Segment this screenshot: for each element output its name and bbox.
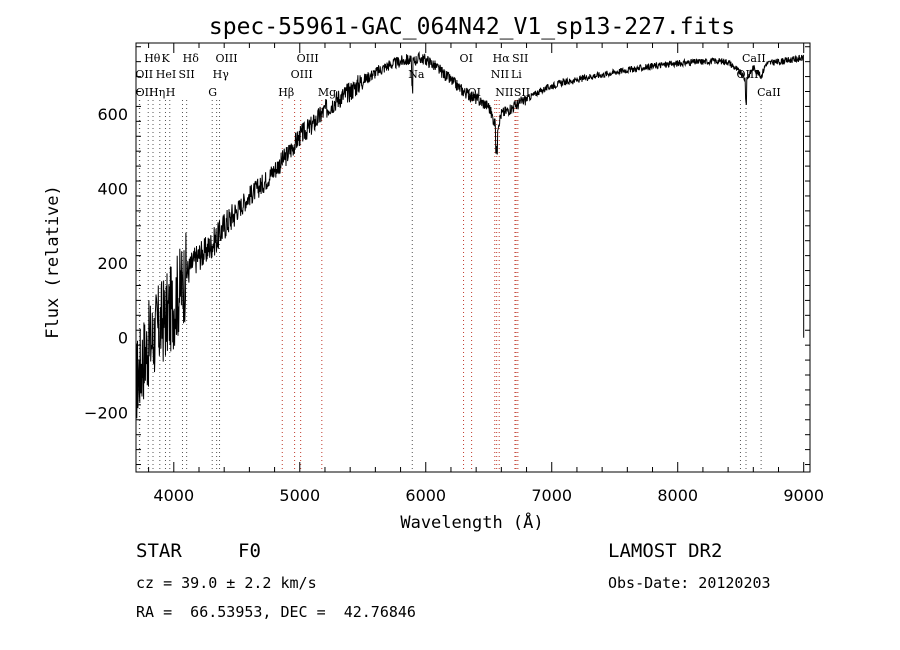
spectral-line-label: NII: [491, 68, 509, 81]
spectral-line-label: SII: [178, 68, 194, 81]
spectral-line-label: G: [208, 86, 217, 99]
spectrum-series-line: [135, 50, 805, 419]
spectral-line-label: Hγ: [213, 68, 230, 81]
spectral-line-label: OI: [460, 52, 473, 65]
spectral-line-label: Hη: [149, 86, 165, 99]
x-tick-label: 5000: [279, 486, 320, 505]
object-subclass: F0: [238, 540, 261, 562]
x-tick-label: 4000: [153, 486, 194, 505]
y-tick-label: 0: [118, 329, 128, 348]
spectral-line-label: OIII: [291, 68, 313, 81]
spectral-line-label: NII: [495, 86, 513, 99]
spectral-line-label: Hα: [493, 52, 511, 65]
obs-date: Obs-Date: 20120203: [608, 574, 771, 592]
y-axis-label: Flux (relative): [43, 185, 63, 339]
spectral-line-label: CaII: [742, 52, 766, 65]
y-tick-label: 400: [97, 179, 128, 198]
y-tick-label: 200: [97, 254, 128, 273]
x-tick-label: 7000: [531, 486, 572, 505]
spectral-lines: [138, 100, 762, 472]
coordinates: RA = 66.53953, DEC = 42.76846: [136, 603, 416, 621]
spectral-line-label: SII: [512, 52, 528, 65]
spectral-line-label: Na: [408, 68, 425, 81]
spectral-line-label: SII: [514, 86, 530, 99]
spectral-line-label: Li: [511, 68, 522, 81]
spectral-line-label: OIII: [216, 52, 238, 65]
spectral-line-label: OII: [136, 86, 154, 99]
spectral-line-label: OIII: [297, 52, 319, 65]
x-tick-label: 6000: [405, 486, 446, 505]
spectral-line-label: Hδ: [183, 52, 200, 65]
x-tick-label: 9000: [783, 486, 824, 505]
y-tick-label: 600: [97, 105, 128, 124]
y-tick-label: −200: [84, 403, 128, 422]
object-type: STAR: [136, 540, 182, 562]
spectral-line-label: Hθ: [144, 52, 161, 65]
spectral-line-label: OII: [135, 68, 153, 81]
x-tick-label: 8000: [657, 486, 698, 505]
spectral-line-label: H: [166, 86, 176, 99]
spectral-line-label: HeI: [156, 68, 176, 81]
chart-title: spec-55961-GAC_064N42_V1_sp13-227.fits: [209, 14, 735, 40]
axis-ticks: 4000 5000 6000 7000 8000 9000 −200 0 200 400 600: [84, 43, 824, 505]
redshift-readout: cz = 39.0 ± 2.2 km/s: [136, 574, 317, 592]
survey-name: LAMOST DR2: [608, 540, 723, 562]
x-axis-label: Wavelength (Å): [400, 511, 543, 533]
spectral-line-label: CaII: [757, 86, 781, 99]
spectral-line-label: Mg: [318, 86, 336, 99]
spectral-line-label: Hβ: [278, 86, 294, 99]
plot-frame: [135, 42, 811, 473]
spectral-line-label: K: [161, 52, 170, 65]
